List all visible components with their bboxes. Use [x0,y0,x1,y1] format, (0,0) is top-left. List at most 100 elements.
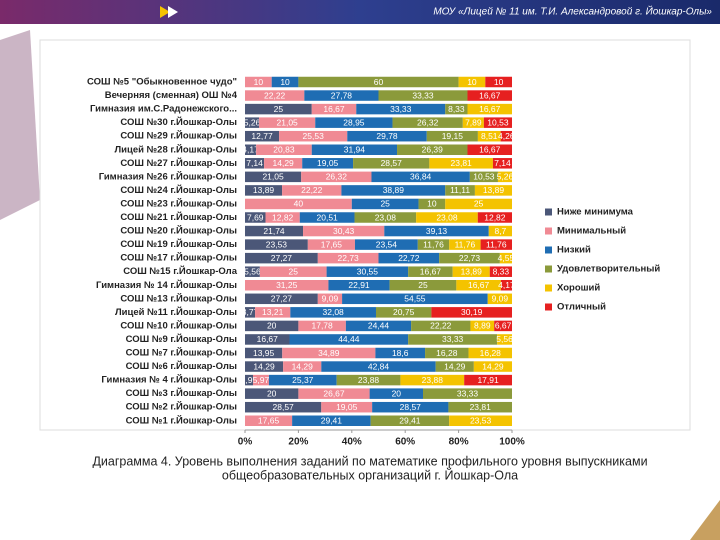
value-label: 22,22 [430,321,452,331]
bar-segment [245,334,290,345]
bar-segment [416,212,478,223]
bar-segment [487,293,512,305]
value-label: 29,41 [321,416,343,426]
bar-segment [354,212,417,223]
value-label: 19,15 [442,131,464,141]
value-label: 5,26 [497,172,514,182]
bar-segment [353,158,430,169]
bar-segment [497,171,512,183]
value-label: 28,57 [381,158,403,168]
value-label: 7,89 [465,117,482,127]
value-label: 23,08 [436,212,458,222]
value-label: 23,88 [422,375,444,385]
value-label: 39,13 [426,226,448,236]
category-label: СОШ №9 г.Йошкар-Олы [126,333,237,345]
header-text: МОУ «Лицей № 11 им. Т.И. Александровой г… [433,5,712,18]
value-label: 17,65 [321,239,343,249]
bar-segment [483,117,512,128]
value-label: 13,21 [262,307,284,317]
value-label: 21,74 [263,226,285,236]
bar-segment [467,103,512,115]
bar-segment [311,144,398,155]
value-label: 38,89 [383,185,405,195]
bar-segment [425,347,469,359]
value-label: 13,89 [253,185,275,195]
legend-label: Ниже минимума [557,207,634,218]
value-label: 4,17 [498,280,515,290]
bar-segment [321,361,436,372]
value-label: 25 [474,199,484,209]
value-label: 33,33 [442,334,464,344]
value-label: 19,05 [317,158,339,168]
bar-segment [497,334,512,345]
value-label: 27,27 [271,294,293,304]
value-label: 17,65 [258,416,280,426]
legend-label: Хороший [557,283,600,294]
bar-segment [378,252,440,264]
value-label: 22,73 [459,253,481,263]
value-label: 26,39 [422,145,444,155]
bar-segment [303,225,385,237]
bar-segment [290,307,376,318]
bar-segment [264,158,303,169]
header-bar [0,0,720,24]
value-label: 29,41 [399,416,421,426]
x-tick-label: 60% [395,437,415,448]
bar-segment [298,320,346,332]
bar-segment [464,374,512,386]
legend-swatch [545,208,552,216]
bar-segment [298,388,370,399]
value-label: 23,53 [470,416,492,426]
bar-segment [417,239,450,250]
bar-segment [245,130,280,142]
legend-swatch [545,303,552,311]
value-label: 12,82 [272,212,294,222]
bar-segment [245,144,257,155]
bar-segment [282,347,376,359]
bar-segment [423,388,512,399]
value-label: 33,33 [390,104,412,114]
bar-segment [298,76,459,88]
arrow-icon [168,6,178,18]
bar-segment [245,212,266,223]
value-label: 3,77 [242,307,259,317]
bar-segment [445,185,475,196]
bar-segment [408,334,498,345]
value-label: 54,55 [404,294,426,304]
legend-swatch [545,265,552,273]
bar-segment [245,76,272,88]
bar-segment [462,117,484,128]
bar-segment [448,401,512,413]
value-label: 4,26 [498,131,515,141]
bar-segment [245,415,293,426]
category-label: СОШ №19 г.Йошкар-Олы [120,238,237,250]
bar-segment [245,198,352,210]
value-label: 7,14 [246,158,263,168]
bar-segment [411,320,471,332]
value-label: 12,82 [484,212,506,222]
bar-segment [265,212,300,223]
bar-segment [469,171,498,183]
category-label: СОШ №21 г.Йошкар-Олы [120,211,237,223]
value-label: 7,69 [247,212,264,222]
bar-segment [473,361,512,372]
value-label: 8,7 [494,226,506,236]
value-label: 16,67 [479,104,501,114]
bar-segment [245,401,322,413]
category-label: СОШ №30 г.Йошкар-Олы [120,116,237,128]
value-label: 32,08 [323,307,345,317]
value-label: 5,56 [244,266,261,276]
x-tick-label: 0% [238,437,253,448]
value-label: 27,27 [271,253,293,263]
legend-label: Минимальный [557,226,626,237]
bar-segment [245,347,283,359]
bar-segment [282,185,342,196]
value-label: 23,81 [451,158,473,168]
bar-segment [351,198,419,210]
value-label: 25 [274,104,284,114]
category-label: СОШ №7 г.Йошкар-Олы [126,347,237,359]
bar-segment [245,171,302,183]
value-label: 8,33 [493,266,510,276]
value-label: 27,78 [331,90,353,100]
value-label: 22,73 [338,253,360,263]
